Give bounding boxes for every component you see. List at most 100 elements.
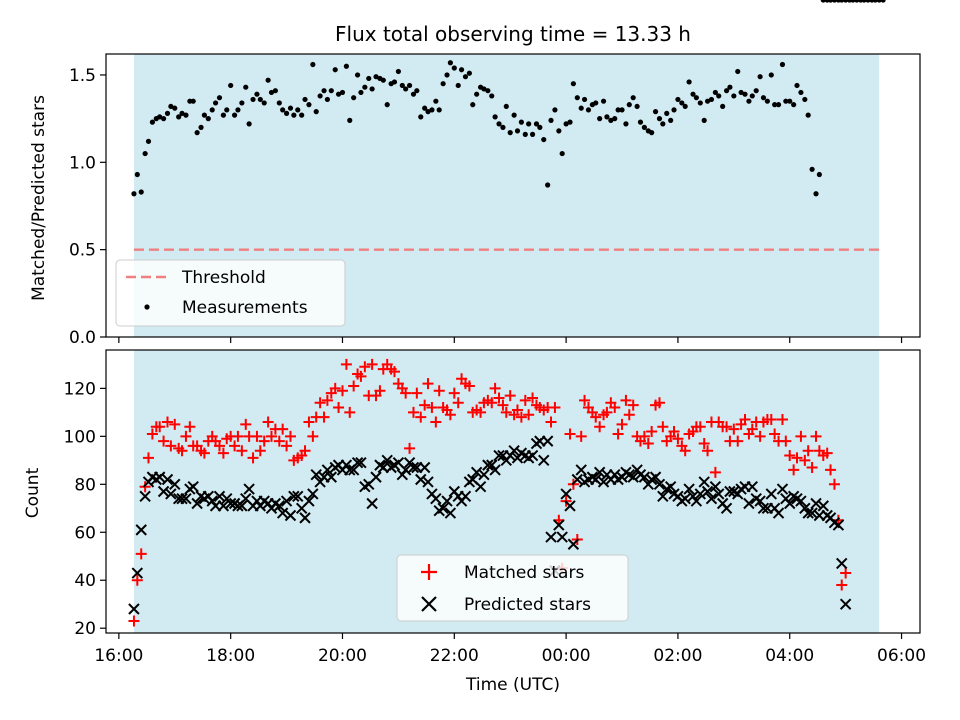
matched-star-point [788, 464, 800, 476]
matched-star-point [374, 385, 386, 397]
predicted-star-point [690, 495, 703, 507]
matched-star-point [314, 397, 326, 409]
matched-star-point [746, 423, 758, 435]
matched-star-point [273, 435, 285, 447]
matched-star-point [299, 445, 311, 457]
top-legend-box [115, 259, 346, 327]
measurement-point [675, 96, 681, 103]
measurement-point [280, 107, 286, 113]
predicted-star-point [381, 454, 393, 467]
predicted-star-point [474, 480, 487, 493]
predicted-star-point [802, 507, 814, 519]
measurement-point [239, 100, 245, 106]
measurement-point [872, 0, 878, 3]
measurement-point [664, 110, 670, 116]
predicted-star-point [799, 502, 811, 514]
measurement-point [231, 112, 238, 118]
predicted-star-point [810, 497, 822, 510]
matched-star-point [612, 428, 624, 440]
matched-star-point [601, 406, 613, 418]
measurement-point [511, 112, 517, 118]
matched-star-point [527, 392, 539, 404]
measurement-point [138, 189, 144, 195]
measurement-point [369, 86, 375, 92]
measurement-point [716, 93, 722, 99]
y-tick-label: 0.5 [69, 241, 96, 261]
predicted-star-point [224, 497, 237, 510]
matched-star-point [139, 481, 151, 493]
measurement-point [164, 110, 171, 116]
predicted-star-point [832, 519, 845, 531]
predicted-star-point [493, 449, 505, 462]
matched-star-point [795, 430, 807, 442]
legend-measurements-label: Measurements [182, 298, 308, 318]
measurement-point [686, 79, 692, 85]
predicted-star-point [817, 500, 829, 512]
measurement-point [466, 70, 472, 76]
matched-star-point [128, 615, 140, 627]
predicted-star-point [486, 459, 498, 471]
predicted-star-point [701, 485, 714, 498]
matched-star-point [281, 440, 293, 452]
measurement-point [794, 82, 800, 89]
top-y-axis-label: Matched/Predicted stars [29, 95, 49, 301]
measurement-point [410, 91, 417, 97]
measurement-point [668, 117, 674, 123]
predicted-star-point [679, 492, 691, 505]
matched-star-point [355, 370, 367, 382]
matched-star-point [623, 409, 635, 421]
measurement-point [612, 116, 618, 122]
predicted-star-point [564, 500, 576, 512]
predicted-star-point [508, 445, 520, 457]
matched-star-point [579, 394, 591, 406]
measurement-point [458, 67, 465, 73]
measurement-point [712, 89, 718, 96]
matched-star-point [344, 406, 356, 418]
measurement-point [299, 112, 305, 118]
measurement-point [652, 109, 659, 115]
measurement-point [574, 95, 580, 101]
matched-star-point [545, 416, 557, 428]
measurement-point [552, 107, 558, 113]
matched-star-point [769, 428, 781, 440]
measurement-point [418, 114, 424, 120]
measurement-point [839, 0, 845, 3]
measurement-point [850, 0, 856, 3]
predicted-star-point [795, 495, 807, 507]
measurement-point [347, 117, 353, 123]
measurement-point [880, 0, 886, 3]
predicted-star-point [213, 490, 226, 503]
measurement-point [753, 88, 759, 94]
predicted-star-point [176, 492, 188, 505]
measurement-point [779, 61, 786, 68]
matched-star-point [318, 411, 330, 423]
matched-star-point [646, 426, 658, 438]
predicted-star-point [772, 507, 785, 519]
measurement-point [268, 89, 275, 96]
predicted-star-point [307, 488, 319, 500]
matched-star-point [549, 402, 561, 414]
matched-star-point [142, 452, 154, 464]
measurement-point [190, 98, 196, 104]
measurement-point [775, 102, 782, 108]
measurement-point [760, 95, 767, 101]
measurement-point [335, 91, 342, 97]
matched-star-point [828, 478, 840, 490]
matched-star-point [433, 385, 445, 397]
x-tick-label: 16:00 [94, 646, 143, 666]
measurement-point [157, 114, 163, 120]
legend-predicted-swatch [421, 596, 437, 612]
measurement-point [358, 89, 364, 96]
matched-star-point [154, 421, 166, 433]
predicted-star-point [459, 490, 472, 503]
measurement-point [220, 112, 227, 118]
matched-star-point [407, 406, 419, 418]
predicted-star-point [470, 466, 483, 479]
matched-star-point [229, 440, 241, 452]
predicted-star-point [776, 483, 789, 495]
measurement-point [198, 124, 204, 130]
predicted-star-point [157, 485, 170, 498]
measurement-point [444, 72, 450, 78]
measurement-point [485, 88, 491, 94]
measurement-point [854, 0, 860, 3]
